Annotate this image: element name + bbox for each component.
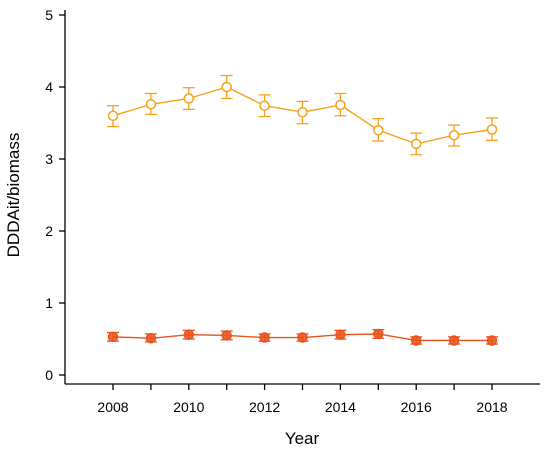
x-tick-label: 2014 [325, 399, 356, 415]
data-point [183, 329, 195, 340]
y-tick-label: 1 [45, 295, 53, 311]
y-tick-label: 0 [45, 367, 53, 383]
data-point [297, 106, 308, 118]
data-point [297, 332, 308, 343]
data-point [259, 100, 270, 111]
data-point [335, 99, 346, 111]
data-point [259, 332, 270, 343]
x-tick-label: 2010 [173, 399, 204, 415]
plot-area [107, 74, 498, 346]
data-point [486, 335, 498, 346]
data-point [373, 328, 384, 340]
series-2 [107, 328, 498, 346]
data-point [448, 129, 460, 141]
x-axis-label: Year [285, 429, 320, 448]
y-tick-label: 2 [45, 223, 53, 239]
data-point [107, 331, 119, 343]
data-point [145, 333, 157, 344]
series-1 [107, 74, 498, 156]
x-tick-label: 2016 [401, 399, 432, 415]
data-point [448, 335, 460, 346]
data-point [221, 81, 232, 93]
data-point [183, 93, 195, 104]
y-tick-label: 4 [45, 79, 53, 95]
y-tick-label: 3 [45, 151, 53, 167]
data-point [410, 335, 422, 346]
axes: 0 1 2 3 4 5 2008 2010 2012 2014 2016 2018 [45, 7, 540, 415]
x-tick-label: 2012 [249, 399, 280, 415]
y-tick-label: 5 [45, 7, 53, 23]
data-point [486, 124, 498, 135]
data-point [107, 110, 119, 122]
x-tick-label: 2018 [476, 399, 507, 415]
data-point [145, 99, 157, 110]
data-point [410, 138, 422, 150]
data-point [335, 329, 346, 340]
x-tick-label: 2008 [97, 399, 128, 415]
data-point [373, 124, 384, 136]
y-axis-label: DDDAit/biomass [4, 133, 23, 258]
data-point [221, 330, 232, 341]
